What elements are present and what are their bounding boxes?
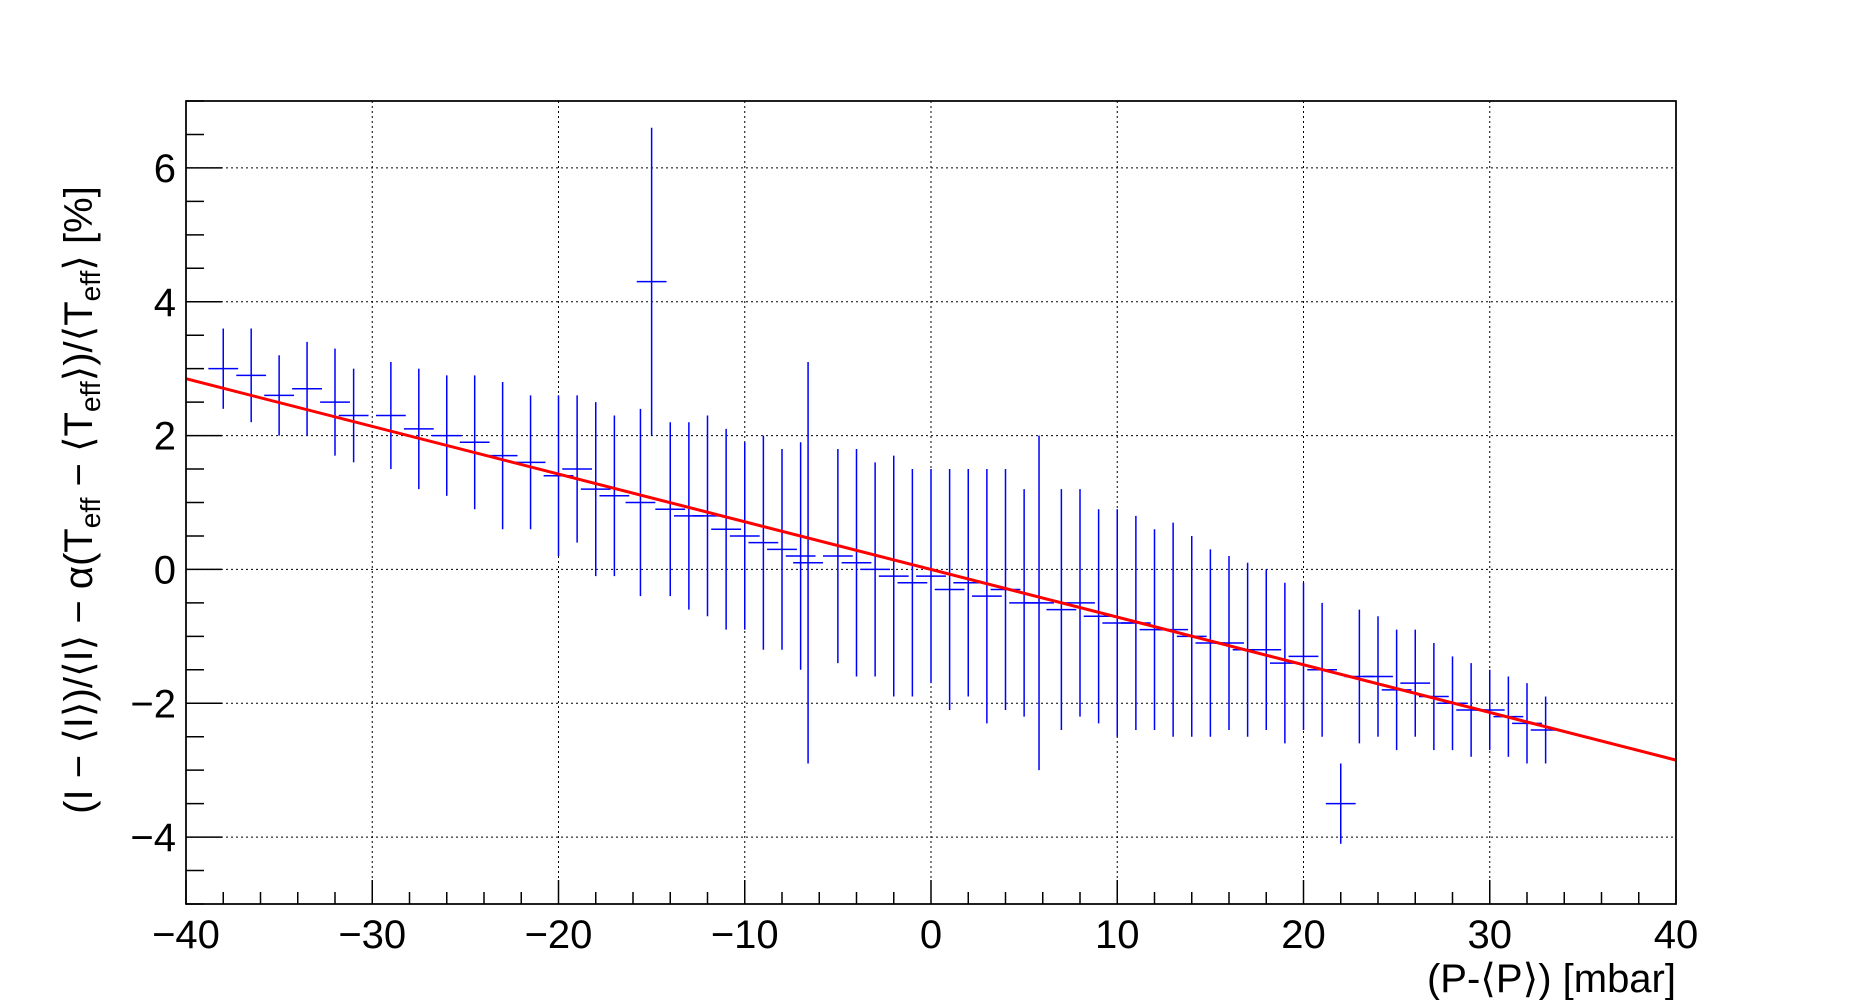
data-point <box>1363 616 1393 737</box>
y-tick-label: 0 <box>154 548 176 592</box>
data-point <box>403 368 434 490</box>
data-point <box>625 408 656 597</box>
data-point <box>636 127 667 436</box>
data-point <box>878 455 909 697</box>
data-point <box>729 442 760 630</box>
data-point <box>897 469 928 697</box>
x-tick-label: −10 <box>711 913 779 957</box>
x-axis-title: (P-⟨P⟩) [mbar] <box>1427 957 1676 1000</box>
plot-border <box>185 100 1677 905</box>
data-point <box>860 462 891 677</box>
data-point <box>767 448 797 650</box>
data-point <box>934 469 965 710</box>
x-tick-label: −40 <box>152 913 220 957</box>
x-tick-label: 30 <box>1468 913 1513 957</box>
data-point <box>1288 582 1319 731</box>
data-point <box>1400 629 1431 737</box>
data-point <box>208 328 239 409</box>
data-point <box>264 355 295 436</box>
y-axis-title: (I − ⟨I⟩)/⟨I⟩ − α(Teff − ⟨Teff⟩)/⟨Teff⟩ … <box>57 186 106 814</box>
data-point <box>793 361 823 764</box>
data-points <box>208 127 1561 844</box>
data-point <box>785 442 816 670</box>
x-tick-label: −20 <box>525 913 593 957</box>
data-point <box>1046 489 1077 731</box>
data-point <box>375 361 406 470</box>
data-point <box>487 382 518 530</box>
data-point <box>1251 569 1282 731</box>
y-tick-label: 2 <box>154 415 176 459</box>
data-point <box>822 448 853 664</box>
data-point <box>1325 763 1356 844</box>
data-point <box>292 341 322 436</box>
data-point <box>338 368 369 463</box>
x-tick-label: −30 <box>338 913 406 957</box>
data-point <box>841 448 872 677</box>
y-tick-label: −4 <box>130 816 176 860</box>
y-tick-labels: −4 −2 0 2 4 6 <box>130 147 176 860</box>
data-point <box>320 348 350 456</box>
data-point <box>580 402 611 577</box>
data-point <box>748 435 779 650</box>
x-tick-label: 10 <box>1095 913 1140 957</box>
fit-line <box>185 377 1677 762</box>
x-tick-label: 40 <box>1654 913 1699 957</box>
data-point <box>236 328 267 423</box>
y-tick-label: 6 <box>154 147 176 191</box>
data-point <box>562 395 593 543</box>
data-point <box>1024 435 1054 771</box>
x-tick-label: 20 <box>1281 913 1326 957</box>
y-tick-label: −2 <box>130 682 176 726</box>
data-point <box>599 415 630 577</box>
data-point <box>515 395 546 530</box>
data-point <box>711 428 742 630</box>
y-tick-label: 4 <box>154 281 176 325</box>
data-point <box>1065 489 1095 717</box>
data-point <box>916 469 946 684</box>
data-point <box>459 375 490 510</box>
x-tick-label: 0 <box>920 913 942 957</box>
x-tick-labels: −40 −30 −20 −10 0 10 20 30 40 <box>152 913 1698 957</box>
data-point <box>655 422 686 597</box>
data-point <box>971 469 1002 724</box>
data-point <box>431 375 462 496</box>
